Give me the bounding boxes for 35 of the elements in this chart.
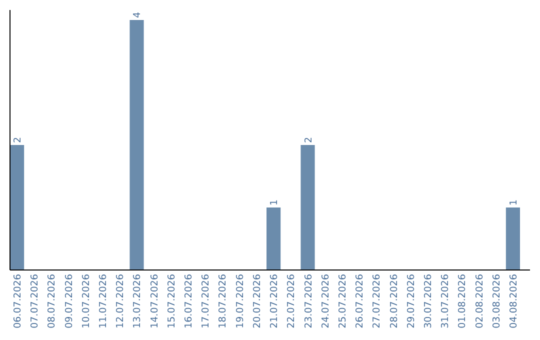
- x-tick-label: 24.07.2026: [320, 274, 332, 328]
- x-tick-label: 19.07.2026: [234, 274, 246, 328]
- x-tick-label: 25.07.2026: [337, 274, 348, 328]
- data-label: 2: [303, 136, 314, 143]
- x-tick-label: 20.07.2026: [252, 274, 263, 328]
- x-tick-label: 01.08.2026: [457, 274, 468, 328]
- x-tick-label: 17.07.2026: [200, 274, 212, 328]
- data-label: 1: [508, 199, 520, 206]
- x-tick-label: 23.07.2026: [303, 274, 314, 328]
- x-tick-label: 10.07.2026: [80, 274, 92, 328]
- x-tick-label: 27.07.2026: [372, 274, 383, 328]
- x-tick-label: 21.07.2026: [269, 274, 280, 328]
- x-tick-label: 16.07.2026: [184, 274, 195, 328]
- x-tick-label: 30.07.2026: [422, 274, 434, 328]
- x-tick-label: 12.07.2026: [115, 274, 126, 328]
- x-tick-label: 13.07.2026: [132, 274, 144, 328]
- x-tick-label: 02.08.2026: [474, 274, 486, 328]
- x-tick-label: 08.07.2026: [46, 274, 58, 328]
- x-tick-label: 31.07.2026: [440, 274, 452, 328]
- x-tick-label: 09.07.2026: [64, 274, 75, 328]
- x-tick-label: 22.07.2026: [286, 274, 298, 328]
- data-label: 4: [132, 12, 144, 18]
- x-tick-label: 03.08.2026: [491, 274, 502, 328]
- x-tick-label: 11.07.2026: [98, 274, 110, 328]
- x-tick-label: 14.07.2026: [149, 274, 160, 328]
- x-tick-label: 15.07.2026: [166, 274, 178, 328]
- data-label: 2: [12, 136, 24, 143]
- x-tick-label: 06.07.2026: [12, 274, 24, 328]
- x-tick-label: 04.08.2026: [508, 274, 520, 328]
- x-tick-label: 26.07.2026: [354, 274, 366, 328]
- x-tick-label: 18.07.2026: [218, 274, 229, 328]
- data-label: 1: [269, 199, 280, 206]
- x-tick-label: 28.07.2026: [388, 274, 400, 328]
- x-tick-label: 29.07.2026: [406, 274, 417, 328]
- x-tick-label: 07.07.2026: [30, 274, 41, 328]
